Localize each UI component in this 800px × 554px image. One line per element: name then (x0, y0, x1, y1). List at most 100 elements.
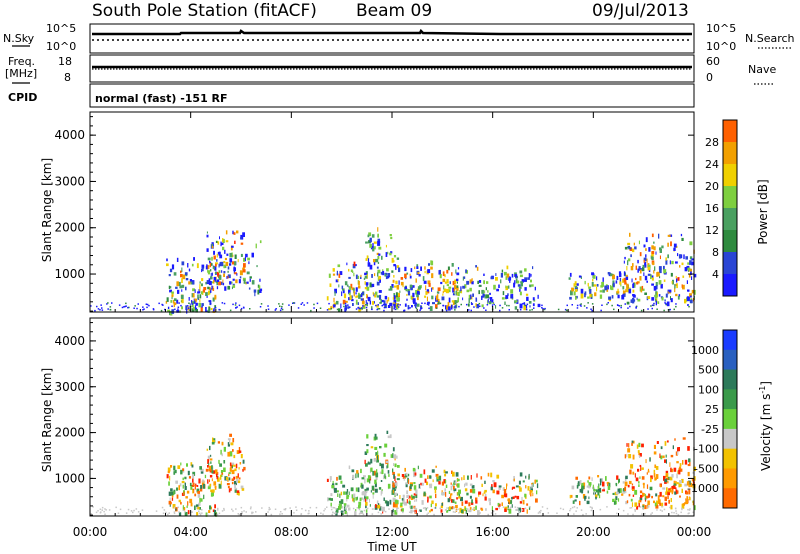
vel-cell (664, 478, 668, 483)
power-cell (370, 246, 374, 250)
power-ground-cell (152, 308, 155, 311)
vel-cell (360, 468, 362, 474)
power-cell (328, 308, 331, 311)
vel-cell (209, 505, 212, 510)
vel-cell (167, 467, 171, 472)
vel-cell (571, 485, 575, 490)
power-ground-cell (177, 308, 179, 310)
vel-cell (202, 479, 204, 483)
power-cell (414, 266, 416, 270)
nsky-tick-top: 10^5 (46, 22, 76, 35)
power-cell (410, 295, 412, 300)
vel-ground-cell (335, 508, 338, 510)
power-cell (223, 261, 226, 264)
vel-cell (373, 470, 376, 476)
vel-ground-cell (415, 507, 418, 510)
power-cell (383, 300, 386, 306)
power-cell (384, 295, 388, 300)
power-cell (222, 246, 225, 251)
vel-cell (233, 464, 236, 467)
vel-cell (409, 486, 412, 490)
power-cell (418, 274, 421, 277)
vel-cell (240, 485, 244, 489)
vel-cell (326, 478, 329, 482)
vel-cell (366, 434, 369, 439)
power-cell (240, 237, 242, 240)
vel-cell (229, 462, 232, 466)
vel-cell (678, 470, 681, 475)
power-cell (447, 289, 451, 293)
vel-cell (579, 500, 581, 506)
vel-cell (230, 487, 232, 491)
power-cell (651, 297, 655, 301)
vel-ground-cell (343, 511, 346, 513)
power-cell (665, 293, 668, 298)
power-cell (212, 297, 215, 302)
vel-cell (357, 487, 360, 493)
power-cell (519, 291, 522, 296)
vel-cell (636, 505, 639, 510)
vel-cell (622, 489, 626, 494)
power-ground-cell (281, 308, 284, 311)
power-cell (653, 270, 655, 274)
power-cell (188, 268, 191, 272)
vel-cell (408, 495, 411, 499)
vel-cell (357, 472, 359, 478)
vel-cell (227, 442, 230, 447)
vel-cell (529, 490, 532, 495)
power-cell (368, 232, 372, 237)
power-cell (661, 296, 664, 301)
power-cell (675, 283, 677, 287)
vel-cell (384, 473, 386, 479)
vel-cell (506, 484, 507, 490)
power-cell (194, 298, 198, 301)
power-cell (674, 284, 676, 289)
power-cell (427, 269, 431, 274)
power-cell (373, 301, 375, 304)
power-cell (199, 299, 201, 303)
vel-cell (344, 504, 346, 510)
vel-cell (195, 483, 197, 487)
power-cell (427, 290, 430, 294)
power-cell (226, 275, 229, 279)
vel-cell (197, 506, 200, 510)
power-cell (650, 274, 652, 280)
power-ground-cell (219, 309, 221, 311)
vel-cell (203, 483, 205, 488)
power-cell (214, 305, 217, 309)
power-cell (404, 273, 407, 279)
vel-cell (666, 487, 668, 493)
vel-cell (190, 462, 193, 466)
power-cell (357, 275, 360, 279)
power-cell (487, 290, 489, 293)
power-cell (437, 298, 440, 304)
vel-cell (513, 478, 515, 482)
power-ground-cell (493, 303, 495, 306)
power-cell (254, 291, 256, 297)
vel-cell (238, 447, 241, 452)
vel-cell (390, 454, 393, 458)
power-cell (371, 283, 375, 287)
vel-cell (232, 449, 234, 452)
vel-cell (363, 498, 365, 502)
vel-cell (227, 438, 231, 441)
power-ground-cell (478, 302, 481, 305)
vel-cell (492, 489, 495, 494)
power-cell (369, 237, 372, 243)
vel-cell (401, 498, 404, 501)
power-ground-cell (424, 302, 426, 305)
vel-cell (445, 492, 447, 497)
vel-ground-cell (467, 508, 469, 510)
power-cell (368, 240, 371, 244)
power-cell (231, 252, 233, 258)
vel-cell (599, 487, 602, 493)
power-ground-cell (101, 309, 104, 311)
power-cell (365, 300, 367, 304)
vel-cell (679, 495, 681, 498)
power-cell (584, 291, 587, 296)
power-cell (651, 256, 654, 261)
vel-cell (405, 482, 409, 485)
vel-ground-cell (629, 507, 631, 509)
vel-cell (364, 451, 368, 455)
